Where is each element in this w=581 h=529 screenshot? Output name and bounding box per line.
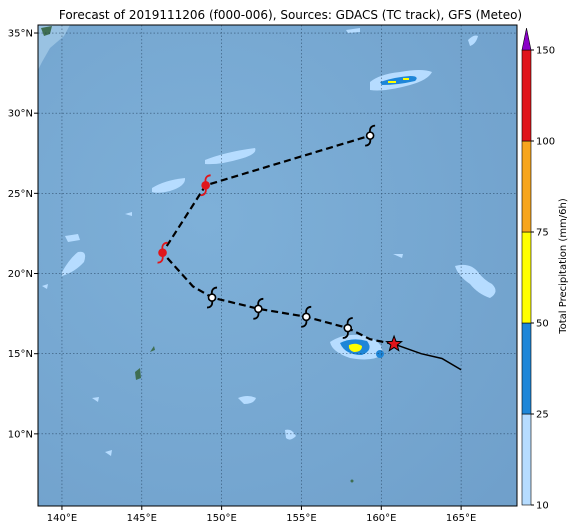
typhoon-symbol-icon (200, 174, 211, 197)
colorbar-segment (521, 231, 532, 324)
colorbar-segment (521, 49, 532, 142)
colorbar-tick-label: 25 (536, 410, 549, 421)
storm-symbol-icon-eye (365, 131, 375, 140)
precip-blob-5 (455, 264, 496, 298)
colorbar-tick-label: 50 (536, 319, 549, 330)
precip-blob-3 (62, 251, 86, 276)
x-tick-label: 145°E (127, 513, 157, 524)
precip-blob-ne-peak (388, 81, 396, 83)
precip-blob-14 (393, 254, 403, 258)
x-tick-label: 150°E (206, 513, 236, 524)
typhoon-symbol-icon-eye (201, 181, 210, 190)
precip-blob-ne-peak-2 (403, 78, 409, 80)
colorbar-segment (521, 322, 532, 415)
colorbar-tick-label: 100 (536, 137, 555, 148)
y-tick-label: 15°N (8, 349, 33, 360)
colorbar-segment (521, 413, 532, 506)
storm-symbol-icon-eye (254, 304, 263, 314)
x-axis: 140°E 145°E 150°E 155°E 160°E 165°E (47, 506, 476, 524)
y-tick-label: 20°N (8, 269, 33, 280)
precip-blob-4 (65, 234, 80, 242)
precip-blob-12 (92, 397, 99, 402)
precip-blob-7 (285, 429, 296, 440)
precip-blob-6 (238, 396, 256, 404)
storm-symbol-icon-eye (207, 293, 217, 302)
precip-blob-storm-small (376, 350, 384, 358)
storm-symbol-icon (365, 124, 376, 147)
precip-blob-1 (205, 148, 256, 165)
past-track-line (393, 343, 462, 371)
colorbar-tick-label: 150 (536, 46, 555, 57)
plot-frame (37, 24, 518, 507)
storm-symbol-icon (342, 317, 353, 339)
storm-symbol-icon (206, 286, 218, 309)
ocean-background (38, 25, 517, 506)
colorbar-segment (521, 140, 532, 233)
track-layer (157, 124, 462, 371)
colorbar-extend-arrow (521, 27, 532, 51)
colorbar-tick-label: 10 (536, 501, 549, 512)
current-position-star-icon (385, 334, 404, 352)
y-axis: 10°N 15°N 20°N 25°N 30°N 35°N (8, 29, 38, 440)
x-tick-label: 155°E (286, 513, 316, 524)
storm-symbol-icon (301, 305, 312, 328)
map-title: Forecast of 2019111206 (f000-006), Sourc… (58, 8, 523, 22)
precip-blob-2 (152, 178, 186, 193)
typhoon-symbol-icon-eye (158, 248, 167, 257)
land-small-3 (350, 479, 354, 483)
storm-symbol-icon (253, 297, 264, 320)
x-tick-label: 160°E (366, 513, 396, 524)
y-tick-label: 10°N (8, 429, 33, 440)
typhoon-symbol-icon (157, 241, 168, 264)
land-nw (41, 26, 52, 36)
storm-symbol-icon-eye (343, 323, 353, 333)
x-tick-label: 165°E (446, 513, 476, 524)
precip-blob-9 (346, 28, 360, 33)
land-small-1 (150, 346, 155, 352)
colorbar-label: Total Precipitation (mm/6h) (558, 198, 569, 335)
grid-lines (38, 25, 517, 506)
precip-blob-13 (105, 450, 112, 456)
precip-blob-11 (42, 284, 48, 289)
precip-blob-10 (125, 212, 132, 216)
x-tick-label: 140°E (47, 513, 77, 524)
precip-blob-8 (468, 35, 478, 46)
y-tick-label: 30°N (8, 109, 33, 120)
storm-symbol-icon-eye (301, 312, 311, 322)
y-tick-label: 25°N (8, 189, 33, 200)
land-small-2 (135, 368, 141, 380)
forecast-track-line (161, 134, 395, 346)
precip-blob-storm-peak (348, 343, 362, 352)
y-tick-label: 35°N (8, 29, 33, 40)
colorbar-tick-label: 75 (536, 228, 549, 239)
colorbar: 10 25 50 75 100 150 (521, 27, 555, 512)
